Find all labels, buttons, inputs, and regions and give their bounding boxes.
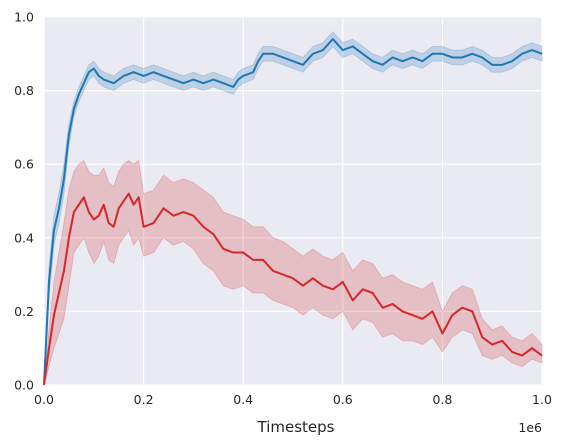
x-tick-label: 0.2 [134, 392, 154, 407]
x-tick-label: 0.0 [34, 392, 54, 407]
y-tick-label: 0.2 [14, 304, 34, 319]
x-tick-label: 0.6 [333, 392, 353, 407]
series-2-line [43, 192, 543, 386]
y-tick-label: 0.6 [14, 157, 34, 172]
x-tick-labels: 0.0 0.2 0.4 0.6 0.8 1.0 [34, 392, 552, 407]
x-tick-label: 1.0 [532, 392, 552, 407]
x-tick-label: 0.8 [432, 392, 452, 407]
series-1-line [43, 38, 543, 386]
x-offset-label: 1e6 [518, 420, 542, 435]
x-axis-label: Timesteps [257, 418, 335, 436]
y-tick-label: 0.8 [14, 83, 34, 98]
plot-background [44, 17, 542, 385]
series-lines [43, 38, 543, 386]
x-tick-label: 0.4 [233, 392, 253, 407]
y-tick-label: 0.0 [14, 378, 34, 393]
y-tick-labels: 0.0 0.2 0.4 0.6 0.8 1.0 [14, 10, 34, 393]
y-tick-label: 0.4 [14, 230, 34, 245]
gridlines [43, 16, 543, 386]
y-tick-label: 1.0 [14, 10, 34, 25]
series-2-band [43, 159, 543, 386]
